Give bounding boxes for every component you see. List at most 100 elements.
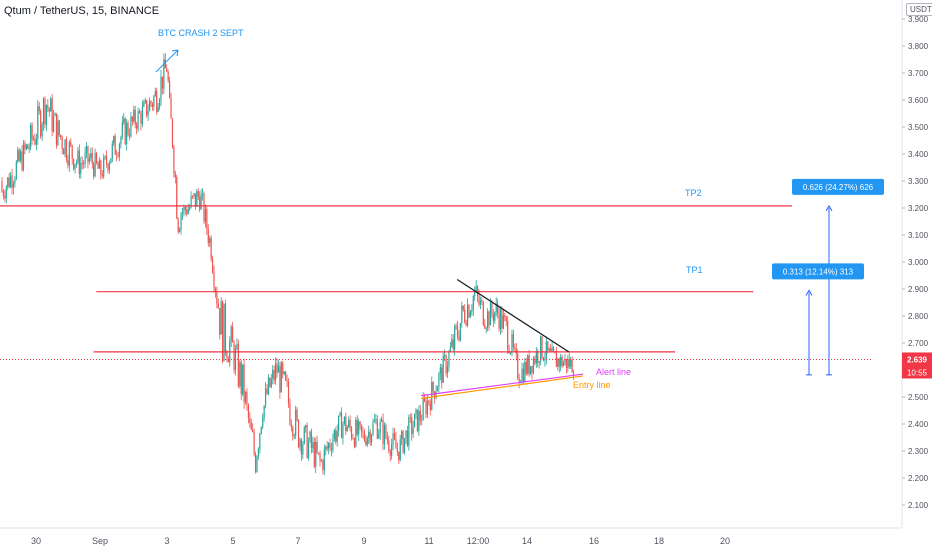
candle-body: [282, 362, 284, 374]
candle-body: [471, 309, 473, 313]
candle-body: [71, 145, 73, 159]
measure-label: 0.313 (12.14%) 313: [783, 267, 854, 276]
candle-body: [517, 353, 519, 379]
candle-body: [435, 391, 437, 399]
chart-annotation: TP2: [685, 188, 702, 198]
candle-body: [216, 291, 218, 305]
candle-body: [223, 303, 225, 362]
candle-body: [489, 302, 492, 326]
y-tick-label: 3.300: [908, 177, 929, 186]
candles-layer: [1, 53, 575, 476]
candle-body: [40, 111, 42, 137]
candle-body: [200, 194, 202, 210]
candle-body: [237, 344, 239, 386]
candle-body: [95, 152, 98, 164]
candle-body: [385, 424, 387, 438]
y-tick-label: 2.100: [908, 501, 929, 510]
candle-body: [123, 118, 125, 123]
candle-body: [465, 321, 467, 326]
candle-body: [213, 272, 215, 289]
currency-badge[interactable]: USDT: [906, 3, 932, 16]
candle-body: [455, 325, 457, 327]
candle-body: [191, 195, 194, 197]
candle-body: [70, 142, 72, 146]
candle-body: [541, 336, 543, 358]
candle-body: [472, 296, 474, 310]
candle-body: [78, 150, 80, 174]
candle-body: [345, 416, 347, 432]
candle-body: [322, 460, 324, 471]
candle-body: [141, 106, 143, 124]
candle-body: [572, 372, 575, 375]
candle-body: [415, 409, 417, 414]
crash-arrowhead-icon: [171, 49, 179, 57]
x-tick-label: 3: [164, 536, 169, 546]
candle-body: [190, 195, 192, 208]
candle-body: [492, 314, 494, 321]
x-tick-label: 7: [295, 536, 300, 546]
candle-body: [273, 369, 275, 381]
symbol-title: Qtum / TetherUS, 15, BINANCE: [4, 5, 160, 17]
y-tick-label: 3.700: [908, 69, 929, 78]
candle-body: [120, 137, 122, 145]
countdown-value: 10:55: [907, 368, 928, 377]
candle-body: [423, 398, 426, 401]
candle-body: [133, 109, 135, 122]
candle-body: [77, 150, 79, 162]
candle-body: [201, 193, 204, 195]
candle-body: [81, 162, 83, 164]
candle-body: [482, 301, 484, 325]
candle-body: [339, 412, 341, 416]
candle-body: [412, 427, 414, 435]
candle-body: [373, 420, 376, 423]
candle-body: [153, 96, 155, 108]
candle-body: [147, 110, 149, 116]
candle-body: [83, 163, 85, 165]
candle-body: [128, 134, 131, 137]
candle-body: [330, 447, 333, 451]
candle-body: [515, 347, 517, 354]
trend-line: [421, 375, 584, 399]
candle-body: [558, 358, 560, 367]
candle-body: [58, 120, 60, 136]
candle-body: [233, 342, 235, 371]
candle-body: [196, 191, 198, 207]
chart-annotation: Alert line: [596, 367, 631, 377]
candle-body: [335, 430, 337, 442]
measure-label-box: [772, 263, 864, 280]
candle-body: [524, 361, 526, 382]
candle-body: [401, 431, 403, 440]
candle-body: [240, 362, 242, 395]
y-tick-label: 2.200: [908, 474, 929, 483]
y-tick-label: 3.500: [908, 123, 929, 132]
candle-body: [160, 76, 162, 100]
candle-body: [508, 349, 510, 354]
candle-body: [315, 441, 317, 467]
candle-body: [111, 143, 113, 159]
candle-body: [468, 304, 470, 318]
candle-body: [183, 206, 185, 212]
candle-body: [456, 326, 459, 337]
y-tick-label: 2.900: [908, 285, 929, 294]
candle-body: [509, 352, 512, 354]
candle-body: [429, 402, 431, 411]
candle-body: [504, 315, 506, 317]
candle-body: [269, 377, 271, 388]
candle-body: [466, 304, 469, 326]
candle-body: [363, 432, 366, 441]
candle-body: [217, 304, 219, 309]
candle-body: [302, 443, 304, 455]
candle-body: [405, 430, 407, 439]
candle-body: [479, 300, 482, 305]
candle-body: [234, 348, 237, 371]
candle-body: [203, 193, 205, 222]
candle-body: [87, 146, 89, 162]
candle-body: [290, 424, 292, 428]
candle-body: [567, 359, 569, 368]
candle-body: [50, 98, 52, 112]
candle-body: [1, 181, 3, 193]
candle-body: [392, 433, 394, 445]
candle-body: [316, 441, 318, 453]
